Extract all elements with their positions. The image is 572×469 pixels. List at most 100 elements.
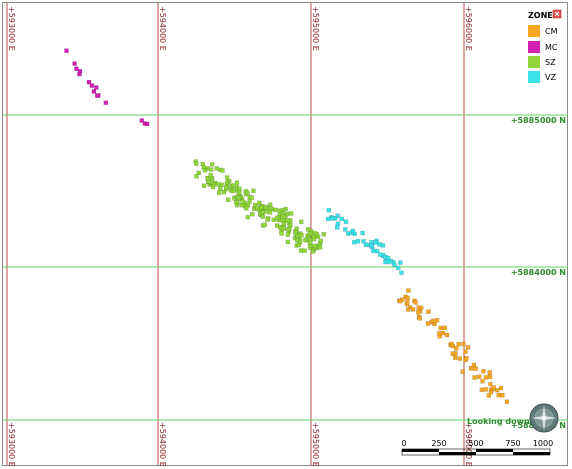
sample-point-sz	[215, 182, 221, 187]
sample-point-cm	[491, 385, 496, 390]
sample-point-sz	[202, 168, 208, 173]
close-icon[interactable]	[552, 9, 562, 19]
sample-point-sz	[201, 183, 207, 188]
sample-point-sz	[214, 166, 220, 171]
viewport-frame	[2, 2, 568, 466]
sample-point-sz	[194, 161, 199, 166]
sample-point-sz	[307, 236, 312, 242]
sample-point-sz	[303, 237, 308, 242]
sample-point-vz	[355, 239, 361, 244]
sample-point-mc	[94, 85, 99, 90]
sample-point-vz	[352, 239, 357, 245]
sample-point-cm	[450, 343, 455, 349]
sample-point-cm	[453, 355, 458, 360]
sample-point-cm	[456, 341, 461, 347]
legend-label-mc: MC	[545, 43, 558, 52]
legend-swatch-cm	[528, 25, 540, 37]
sample-point-sz	[233, 200, 239, 205]
sample-point-cm	[410, 307, 416, 312]
sample-point-cm	[469, 366, 474, 371]
sample-point-cm	[425, 321, 431, 326]
sample-point-sz	[221, 189, 227, 195]
sample-point-cm	[481, 369, 486, 374]
sample-point-sz	[260, 214, 265, 219]
sample-point-vz	[398, 260, 403, 265]
scale-segment-1	[402, 449, 439, 452]
sample-point-cm	[405, 295, 410, 301]
legend-item-vz: VZ	[528, 71, 556, 83]
sample-point-cm	[417, 316, 422, 321]
sample-point-cm	[444, 332, 450, 338]
sample-point-vz	[369, 243, 374, 249]
points-zone-vz	[326, 207, 404, 275]
easting-label-top-596000: +596000 E	[464, 6, 473, 51]
sample-point-sz	[298, 238, 303, 244]
sample-point-sz	[210, 184, 216, 190]
sample-point-sz	[262, 222, 267, 227]
sample-point-sz	[259, 205, 264, 211]
scale-segment-3	[476, 449, 513, 452]
sample-point-cm	[483, 375, 489, 380]
sample-point-cm	[472, 375, 477, 380]
sample-point-vz	[377, 242, 382, 247]
sample-point-vz	[371, 248, 376, 254]
easting-label-bottom-594000: +594000 E	[158, 422, 167, 467]
sample-point-sz	[286, 227, 291, 233]
sample-point-sz	[299, 219, 304, 225]
sample-point-sz	[274, 215, 280, 221]
sample-point-vz	[374, 248, 380, 254]
sample-point-mc	[95, 93, 100, 98]
sample-point-mc	[144, 121, 150, 127]
compass-icon[interactable]	[529, 403, 559, 433]
sample-point-sz	[299, 232, 304, 238]
sample-point-sz	[285, 232, 290, 237]
legend-swatch-mc	[528, 41, 540, 53]
sample-point-sz	[305, 227, 311, 232]
sample-point-sz	[284, 211, 290, 217]
sample-point-sz	[230, 188, 236, 194]
northing-label-5884000: +5884000 N	[511, 268, 566, 277]
sample-point-cm	[460, 369, 465, 374]
sample-point-sz	[249, 195, 254, 200]
easting-label-top-593000: +593000 E	[7, 6, 16, 51]
sample-point-cm	[480, 379, 485, 384]
legend-swatch-vz	[528, 71, 540, 83]
sample-point-cm	[476, 374, 482, 379]
sample-point-mc	[103, 100, 109, 105]
scale-outline	[401, 448, 551, 456]
sample-point-vz	[399, 270, 404, 275]
sample-point-cm	[454, 346, 459, 351]
sample-point-cm	[496, 392, 501, 398]
sample-point-vz	[361, 239, 366, 244]
sample-point-cm	[488, 381, 493, 387]
sample-point-sz	[236, 195, 242, 201]
easting-label-top-594000: +594000 E	[158, 6, 167, 51]
sample-point-cm	[405, 300, 410, 305]
easting-label-top-595000: +595000 E	[311, 6, 320, 51]
sample-point-vz	[360, 230, 365, 236]
sample-point-vz	[385, 259, 391, 265]
sample-point-cm	[483, 387, 489, 392]
sample-point-cm	[450, 351, 455, 356]
sample-point-sz	[317, 245, 323, 250]
legend-swatch-sz	[528, 56, 540, 68]
sample-point-sz	[296, 242, 301, 248]
scale-tick-label-1000: 1000	[533, 439, 553, 448]
sample-point-vz	[380, 243, 386, 248]
legend-item-mc: MC	[528, 41, 558, 53]
sample-point-cm	[504, 399, 510, 404]
sample-point-cm	[471, 362, 477, 368]
sample-point-mc	[64, 48, 69, 53]
sample-point-sz	[311, 236, 317, 242]
sample-point-vz	[373, 240, 378, 245]
sample-point-mc	[89, 83, 95, 88]
scale-segment-2	[439, 452, 476, 455]
points-zone-cm	[397, 288, 510, 404]
sample-point-sz	[250, 211, 255, 217]
scale-tick-label-0: 0	[401, 439, 406, 448]
sample-point-cm	[457, 356, 462, 361]
scale-tick-label-250: 250	[431, 439, 446, 448]
sample-point-sz	[196, 170, 201, 176]
